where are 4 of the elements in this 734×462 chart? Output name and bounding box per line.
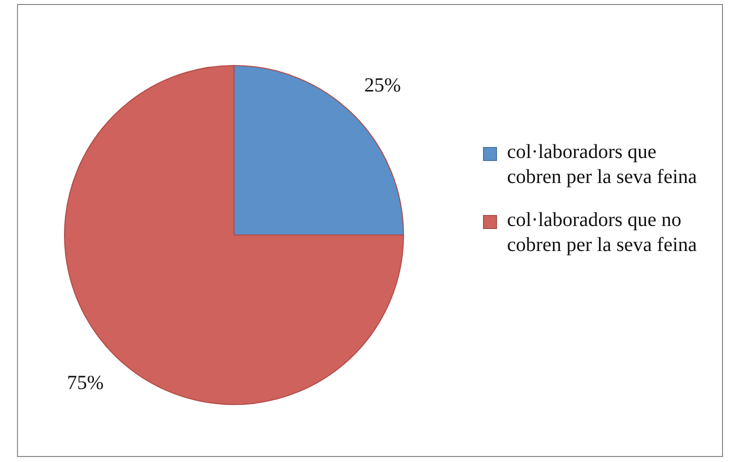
data-label: 75% (67, 372, 104, 394)
data-label: 25% (364, 74, 401, 97)
legend-label: col·laboradors que no cobren per la seva feina (507, 208, 698, 258)
legend-label: col·laboradors que cobren per la seva feina (507, 140, 698, 190)
